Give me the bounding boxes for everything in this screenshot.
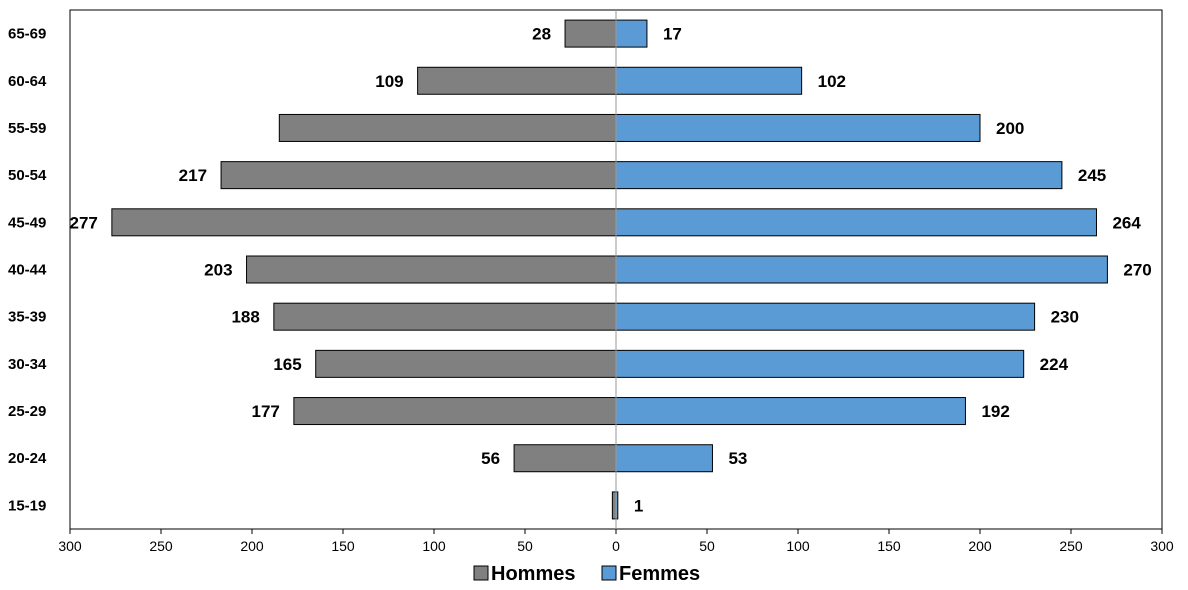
bar-hommes-35-39 bbox=[273, 302, 617, 331]
data-label-femmes: 53 bbox=[728, 449, 747, 468]
bar-femmes-55-59 bbox=[615, 113, 981, 142]
x-axis-ticks: 300 250 200 150 100 50 0 50 100 150 200 250 300 bbox=[58, 529, 1174, 554]
legend-label-femmes: Femmes bbox=[619, 563, 700, 585]
category-label: 50-54 bbox=[8, 167, 47, 184]
bar-hommes-40-44 bbox=[246, 255, 617, 284]
category-labels: 65-69 60-64 55-59 50-54 45-49 40-44 35-39 30-34… bbox=[8, 26, 47, 515]
data-label-hommes: 56 bbox=[481, 449, 500, 468]
bar-hommes-65-69 bbox=[564, 19, 617, 48]
data-label-femmes: 17 bbox=[663, 25, 682, 44]
data-label-hommes: 188 bbox=[231, 308, 259, 327]
bars-group bbox=[111, 19, 1108, 520]
category-label: 20-24 bbox=[8, 450, 47, 467]
bar-hommes-45-49 bbox=[111, 208, 617, 237]
data-label-femmes: 245 bbox=[1078, 166, 1106, 185]
category-label: 55-59 bbox=[8, 120, 46, 137]
data-labels: 28 17 109 102 200 217 245 277 264 203 270 188 230 165… bbox=[69, 25, 1151, 516]
category-label: 45-49 bbox=[8, 214, 46, 231]
data-label-femmes: 270 bbox=[1123, 261, 1151, 280]
x-tick-label: 150 bbox=[877, 538, 901, 554]
bar-hommes-15-19 bbox=[611, 491, 617, 520]
bar-femmes-25-29 bbox=[615, 397, 966, 426]
legend-swatch-hommes bbox=[473, 565, 489, 581]
bar-femmes-30-34 bbox=[615, 349, 1025, 378]
bar-hommes-60-64 bbox=[417, 66, 617, 95]
category-label: 30-34 bbox=[8, 356, 47, 373]
data-label-hommes: 203 bbox=[204, 261, 232, 280]
data-label-femmes: 1 bbox=[634, 496, 643, 515]
data-label-hommes: 277 bbox=[69, 213, 97, 232]
x-tick-label: 200 bbox=[240, 538, 264, 554]
data-label-femmes: 200 bbox=[996, 119, 1024, 138]
data-label-femmes: 192 bbox=[981, 402, 1009, 421]
x-tick-label: 50 bbox=[517, 538, 533, 554]
x-tick-label: 250 bbox=[1059, 538, 1083, 554]
category-label: 25-29 bbox=[8, 403, 46, 420]
data-label-hommes: 217 bbox=[179, 166, 207, 185]
x-tick-label: 200 bbox=[968, 538, 992, 554]
data-label-hommes: 177 bbox=[251, 402, 279, 421]
x-tick-label: 100 bbox=[786, 538, 810, 554]
data-label-hommes: 165 bbox=[273, 355, 301, 374]
category-label: 35-39 bbox=[8, 309, 46, 326]
data-label-femmes: 264 bbox=[1112, 213, 1141, 232]
legend-swatch-femmes bbox=[601, 565, 617, 581]
data-label-femmes: 230 bbox=[1051, 308, 1079, 327]
data-label-femmes: 224 bbox=[1040, 355, 1069, 374]
x-tick-label: 100 bbox=[422, 538, 446, 554]
legend: Hommes Femmes bbox=[473, 563, 700, 585]
category-label: 15-19 bbox=[8, 497, 46, 514]
x-tick-label: 300 bbox=[58, 538, 82, 554]
x-tick-label: 0 bbox=[612, 538, 620, 554]
bar-hommes-25-29 bbox=[293, 397, 617, 426]
bar-hommes-20-24 bbox=[513, 444, 617, 473]
legend-label-hommes: Hommes bbox=[491, 563, 575, 585]
data-label-femmes: 102 bbox=[818, 72, 846, 91]
x-tick-label: 250 bbox=[149, 538, 173, 554]
bar-femmes-35-39 bbox=[615, 302, 1036, 331]
bar-hommes-55-59 bbox=[278, 113, 617, 142]
category-label: 65-69 bbox=[8, 26, 46, 43]
bar-femmes-60-64 bbox=[615, 66, 803, 95]
bar-hommes-30-34 bbox=[315, 349, 617, 378]
bar-femmes-65-69 bbox=[615, 19, 648, 48]
bar-femmes-40-44 bbox=[615, 255, 1108, 284]
data-label-hommes: 28 bbox=[532, 25, 551, 44]
category-label: 40-44 bbox=[8, 262, 47, 279]
x-tick-label: 50 bbox=[699, 538, 715, 554]
category-label: 60-64 bbox=[8, 73, 47, 90]
bar-femmes-20-24 bbox=[615, 444, 713, 473]
bar-femmes-45-49 bbox=[615, 208, 1097, 237]
x-tick-label: 300 bbox=[1150, 538, 1174, 554]
bar-femmes-50-54 bbox=[615, 161, 1063, 190]
x-tick-label: 150 bbox=[331, 538, 355, 554]
bar-hommes-50-54 bbox=[220, 161, 617, 190]
data-label-hommes: 109 bbox=[375, 72, 403, 91]
